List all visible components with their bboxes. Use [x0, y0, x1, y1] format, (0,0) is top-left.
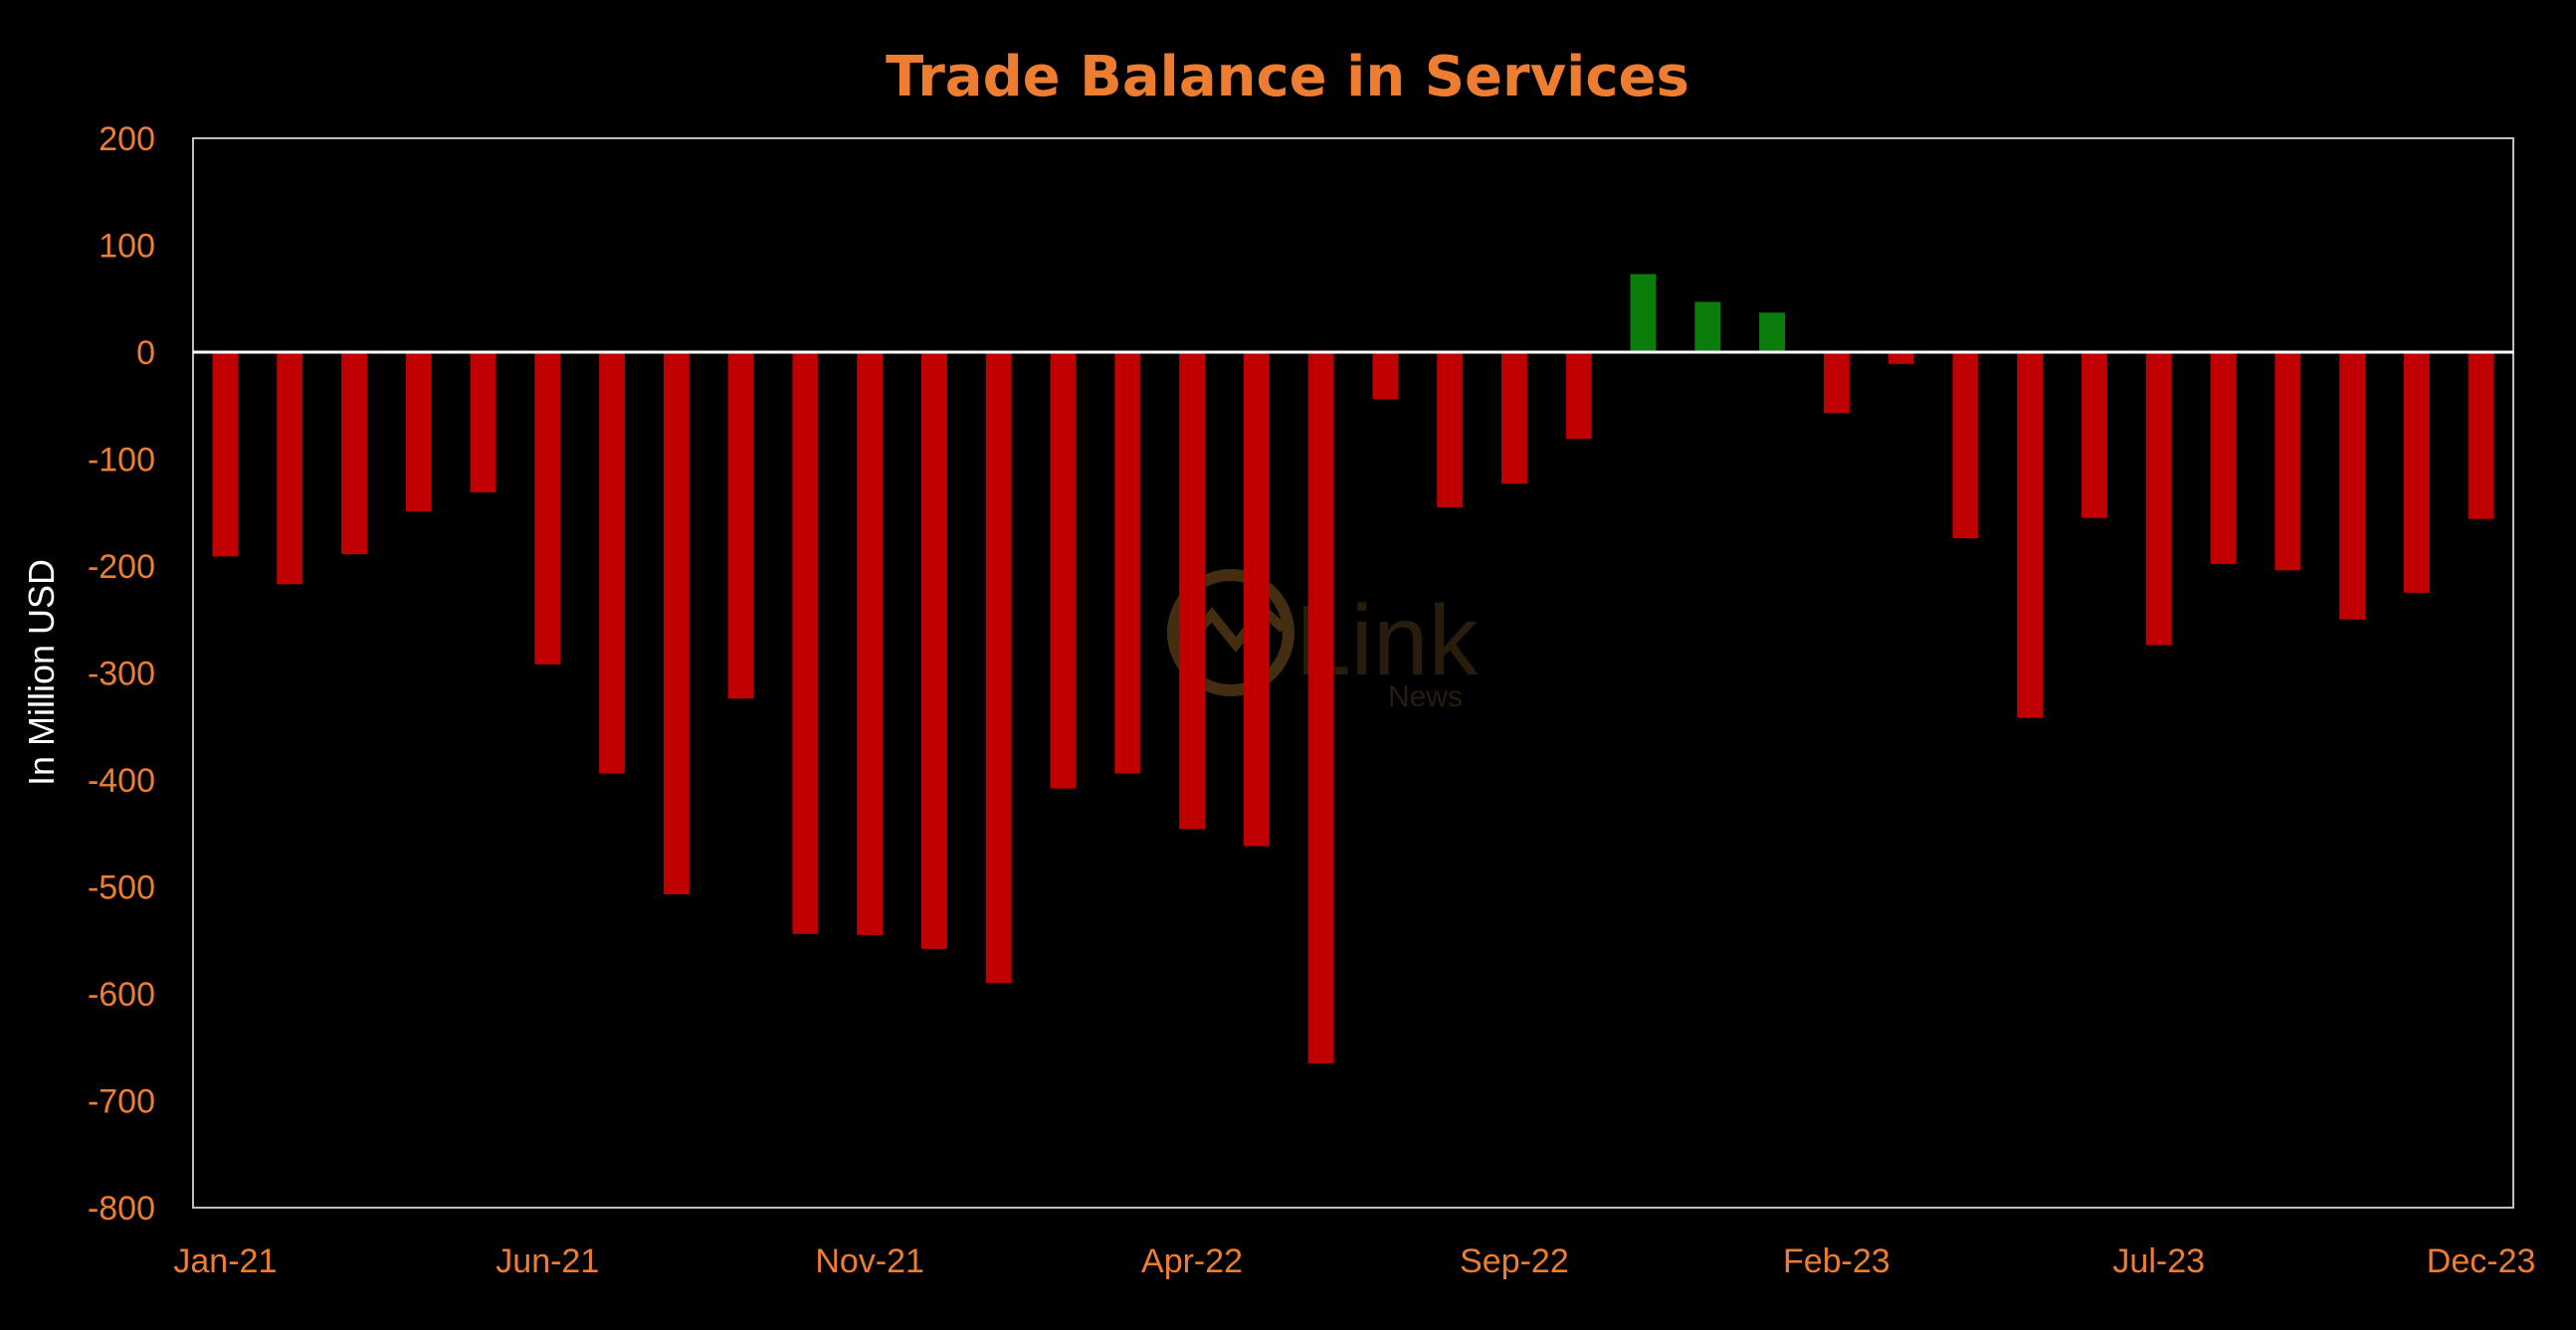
bar-apr-21 — [405, 352, 432, 512]
y-tick-label: -200 — [88, 548, 155, 586]
bar-sep-21 — [727, 352, 754, 699]
bar-jun-21 — [534, 352, 561, 665]
bar-jun-22 — [1307, 352, 1334, 1063]
bar-mar-22 — [1114, 352, 1141, 774]
bar-mar-21 — [340, 352, 367, 555]
y-tick-label: -300 — [88, 656, 155, 693]
bar-jul-21 — [599, 352, 626, 774]
bar-nov-23 — [2403, 352, 2430, 593]
bar-oct-22 — [1565, 352, 1592, 440]
chart-title: Trade Balance in Services — [886, 45, 1689, 109]
bar-series — [212, 274, 2494, 1063]
y-tick-label: -800 — [88, 1190, 155, 1228]
bar-may-21 — [470, 352, 496, 492]
bar-jul-22 — [1372, 352, 1399, 400]
x-tick-label: Apr-22 — [1141, 1242, 1243, 1280]
bar-apr-23 — [1952, 352, 1979, 539]
bar-mar-23 — [1887, 352, 1914, 364]
bar-feb-22 — [1050, 352, 1077, 789]
y-tick-label: -400 — [88, 762, 155, 800]
bar-nov-22 — [1630, 274, 1657, 352]
x-tick-label: Feb-23 — [1783, 1242, 1890, 1280]
bar-aug-21 — [663, 352, 690, 895]
watermark-subtext: News — [1388, 680, 1463, 713]
x-tick-label: Jun-21 — [495, 1242, 599, 1280]
bar-oct-23 — [2339, 352, 2366, 620]
x-tick-label: Sep-22 — [1460, 1242, 1569, 1280]
y-axis-label: In Million USD — [21, 559, 62, 786]
x-tick-label: Jan-21 — [173, 1242, 277, 1280]
bar-jan-22 — [985, 352, 1012, 984]
bar-dec-21 — [920, 352, 947, 949]
y-tick-label: -500 — [88, 869, 155, 907]
bar-may-23 — [2017, 352, 2044, 718]
y-tick-label: -600 — [88, 976, 155, 1014]
y-tick-label: 100 — [99, 228, 155, 266]
bar-dec-22 — [1694, 301, 1721, 352]
bar-oct-21 — [792, 352, 819, 934]
y-axis: 200 100 0 -100 -200 -300 -400 -500 -600 -700 -800 — [88, 120, 155, 1228]
bar-nov-21 — [857, 352, 884, 935]
bar-jun-23 — [2081, 352, 2107, 518]
bar-dec-23 — [2468, 352, 2494, 519]
bar-jan-21 — [212, 352, 239, 557]
y-tick-label: 0 — [136, 334, 155, 372]
x-tick-label: Jul-23 — [2112, 1242, 2205, 1280]
bar-feb-21 — [277, 352, 303, 585]
x-axis: Jan-21 Jun-21 Nov-21 Apr-22 Sep-22 Feb-23 Jul-… — [173, 1242, 2535, 1280]
bar-apr-22 — [1179, 352, 1206, 830]
bar-aug-23 — [2210, 352, 2237, 564]
y-tick-label: -100 — [88, 442, 155, 479]
y-tick-label: -700 — [88, 1083, 155, 1121]
bar-jan-23 — [1759, 312, 1786, 352]
x-tick-label: Nov-21 — [815, 1242, 924, 1280]
bar-sep-22 — [1500, 352, 1527, 484]
bar-feb-23 — [1823, 352, 1850, 414]
chart-logo-icon — [1167, 569, 1294, 696]
y-tick-label: 200 — [99, 120, 155, 158]
x-tick-label: Dec-23 — [2427, 1242, 2536, 1280]
bar-jul-23 — [2145, 352, 2172, 646]
plot-area-frame — [192, 137, 2514, 1209]
bar-sep-23 — [2275, 352, 2301, 571]
bar-aug-22 — [1437, 352, 1464, 507]
bar-may-22 — [1243, 352, 1270, 847]
